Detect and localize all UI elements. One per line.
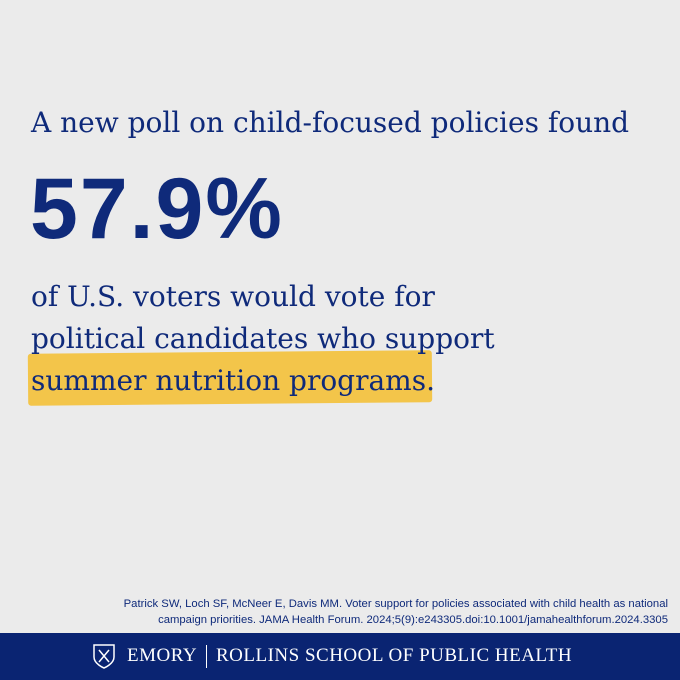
citation: Patrick SW, Loch SF, McNeer E, Davis MM.… — [123, 598, 668, 610]
footer: EMORY ROLLINS SCHOOL OF PUBLIC HEALTH — [0, 633, 680, 680]
body-line: summer nutrition programs. — [31, 364, 436, 397]
footer-left: EMORY — [127, 645, 198, 666]
body-line: political candidates who support — [31, 322, 495, 355]
body-line: of U.S. voters would vote for — [31, 280, 435, 313]
divider — [206, 645, 207, 668]
citation: campaign priorities. JAMA Health Forum. … — [158, 614, 668, 626]
stat: 57.9% — [30, 161, 284, 257]
footer-right: ROLLINS SCHOOL OF PUBLIC HEALTH — [216, 645, 573, 666]
shield-logo — [93, 644, 115, 669]
intro-text: A new poll on child-focused policies fou… — [31, 106, 630, 139]
